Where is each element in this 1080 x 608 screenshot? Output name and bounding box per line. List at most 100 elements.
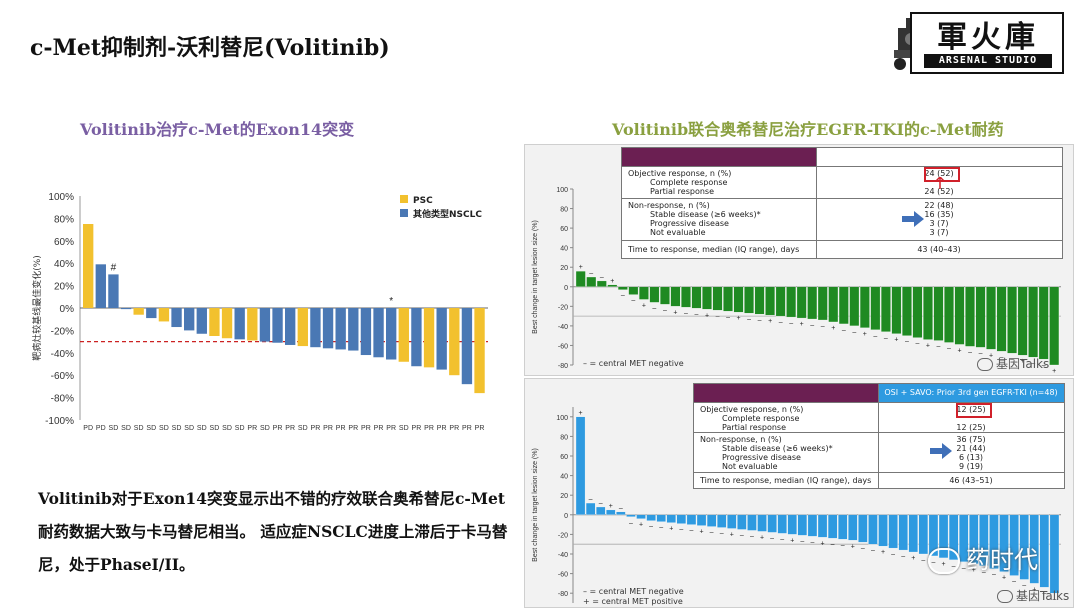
met-status-mark: – xyxy=(842,327,846,334)
bar xyxy=(259,308,271,342)
met-status-mark: – xyxy=(937,344,941,351)
bar xyxy=(348,308,359,351)
bar xyxy=(918,514,929,555)
met-status-mark: – xyxy=(1042,362,1046,369)
bar xyxy=(209,308,220,336)
wechat-icon xyxy=(977,358,993,371)
top-table-header: OSI + SAVO: Prior 1st/2nd gen EGFR-TKI, … xyxy=(826,152,1052,161)
met-status-mark: – xyxy=(599,500,603,507)
x-tick-label: PR xyxy=(475,425,485,432)
bar xyxy=(373,308,384,358)
bar xyxy=(691,286,702,309)
y-tick-label: 20 xyxy=(560,493,568,500)
y-tick-label: 60 xyxy=(560,226,568,233)
met-status-mark: – xyxy=(770,535,774,542)
bar xyxy=(1028,286,1039,358)
bar xyxy=(878,514,888,547)
top-row-label: Progressive disease xyxy=(650,219,729,228)
bar xyxy=(285,308,296,345)
y-tick-label: 20 xyxy=(560,265,568,272)
met-status-mark: – xyxy=(649,524,653,531)
y-tick-label: 40 xyxy=(560,246,568,253)
bar xyxy=(1049,514,1060,594)
met-status-mark: – xyxy=(852,329,856,336)
bar xyxy=(888,514,898,549)
bar xyxy=(322,308,334,349)
bar xyxy=(656,514,666,522)
y-tick-label: -40 xyxy=(558,552,568,559)
met-status-mark: – xyxy=(915,341,919,348)
met-status-mark: + xyxy=(705,312,709,319)
bar xyxy=(586,276,597,287)
bar xyxy=(912,286,923,338)
bar xyxy=(727,514,737,529)
bar xyxy=(360,308,372,356)
bar xyxy=(666,514,676,523)
met-status-mark: – xyxy=(979,350,983,357)
bar xyxy=(979,514,989,566)
watermark-big: 药时代 xyxy=(928,540,1038,575)
bar xyxy=(859,286,870,328)
y-tick-label: -20% xyxy=(51,326,74,337)
top-row-label: Objective response, n (%) xyxy=(628,169,732,178)
bar xyxy=(849,286,860,327)
met-status-mark: + xyxy=(881,549,885,556)
bar xyxy=(737,514,747,530)
bar xyxy=(757,514,767,532)
bottom-row-value: 21 (44) xyxy=(956,444,986,453)
exon14-waterfall-chart: 100% 80% 60% 40% 20% 0% -20% -40% -60% -80% -100% P… xyxy=(31,192,488,432)
bar xyxy=(436,308,447,370)
legend-swatch-psc xyxy=(400,195,408,203)
bar xyxy=(626,514,636,517)
bar xyxy=(733,286,744,313)
bar xyxy=(1039,514,1050,588)
top-row-value: 22 (48) xyxy=(924,201,954,210)
bar xyxy=(838,514,848,540)
met-status-mark: + xyxy=(863,331,867,338)
y-tick-label: 100 xyxy=(556,187,568,194)
bar xyxy=(221,308,233,339)
bar xyxy=(923,286,933,340)
bar xyxy=(797,514,808,536)
bar xyxy=(646,514,656,521)
bar xyxy=(767,514,777,533)
met-status-mark: – xyxy=(720,531,724,538)
met-status-mark: + xyxy=(579,264,583,271)
bar xyxy=(184,308,195,331)
x-tick-label: SD xyxy=(121,425,131,432)
y-tick-label: -20 xyxy=(558,532,568,539)
bar xyxy=(1009,514,1019,576)
x-tick-label: SD xyxy=(399,425,409,432)
bottom-row-value: 12 (25) xyxy=(956,405,986,414)
y-tick-label: 40 xyxy=(560,474,568,481)
bar xyxy=(891,286,902,334)
y-axis-label: 靶病灶较基线最佳变化(%) xyxy=(31,255,43,361)
top-row-label: Non-response, n (%) xyxy=(628,201,710,210)
met-status-mark: – xyxy=(690,528,694,535)
y-tick-label: -60 xyxy=(558,572,568,579)
bar xyxy=(954,286,965,345)
bar xyxy=(1029,514,1039,584)
met-status-mark: – xyxy=(659,525,663,532)
met-status-mark: – xyxy=(758,317,762,324)
bar xyxy=(196,308,207,334)
bar xyxy=(108,274,119,308)
met-status-mark: + xyxy=(673,309,677,316)
x-tick-label: SD xyxy=(146,425,156,432)
met-status-mark: + xyxy=(941,561,945,568)
y-tick-label: 0% xyxy=(60,304,75,315)
x-tick-label: PR xyxy=(336,425,346,432)
bar xyxy=(1019,514,1029,580)
bar xyxy=(898,514,908,551)
met-status-mark: – xyxy=(780,536,784,543)
met-status-mark: + xyxy=(1021,358,1025,365)
met-status-mark: – xyxy=(1010,356,1014,363)
arrow-right-icon xyxy=(930,443,952,459)
met-status-mark: + xyxy=(699,529,703,536)
bottom-row-value: 36 (75) xyxy=(956,435,986,444)
met-status-mark: + xyxy=(669,526,673,533)
met-status-mark: – xyxy=(589,496,593,503)
bar xyxy=(702,286,712,310)
y-tick-label: -60 xyxy=(558,343,568,350)
bottom-legend-note: – = central MET negative xyxy=(583,587,684,596)
